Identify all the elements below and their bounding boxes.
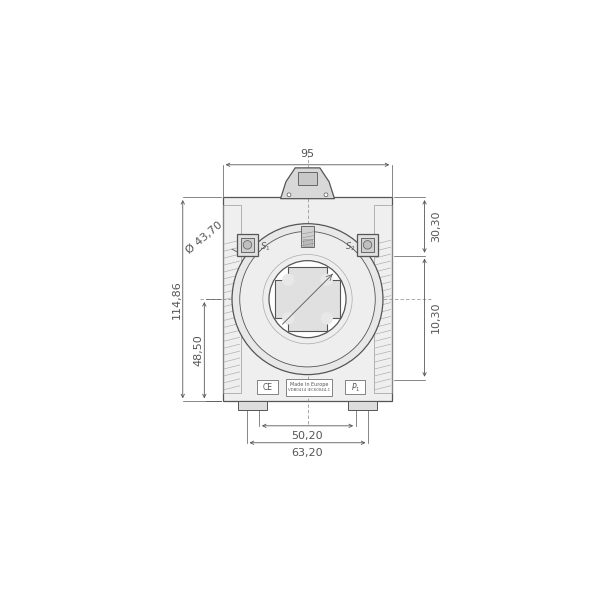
Bar: [345, 380, 365, 394]
Bar: [298, 172, 317, 185]
Bar: [241, 238, 254, 252]
Bar: [347, 401, 377, 410]
Text: 10,30: 10,30: [431, 302, 440, 334]
Circle shape: [324, 193, 328, 197]
Text: 50,20: 50,20: [292, 431, 323, 441]
Text: Made In Europe: Made In Europe: [290, 382, 328, 387]
Text: 30,30: 30,30: [431, 211, 440, 242]
Polygon shape: [281, 168, 334, 199]
Text: VDB0414 IEC60044-1: VDB0414 IEC60044-1: [288, 388, 330, 392]
Bar: [301, 226, 314, 247]
Circle shape: [232, 224, 383, 374]
Bar: [374, 205, 392, 394]
Circle shape: [282, 312, 295, 325]
Bar: [357, 234, 379, 256]
Text: 114,86: 114,86: [172, 280, 182, 319]
Text: $P_1$: $P_1$: [350, 381, 360, 394]
Text: 95: 95: [301, 149, 314, 160]
Circle shape: [364, 241, 372, 249]
Bar: [361, 238, 374, 252]
Circle shape: [263, 254, 352, 344]
Bar: [257, 380, 278, 394]
Bar: [303, 239, 312, 245]
Circle shape: [282, 274, 295, 286]
Text: 63,20: 63,20: [292, 448, 323, 458]
Bar: [223, 205, 241, 394]
Bar: [236, 234, 258, 256]
Circle shape: [269, 260, 346, 338]
Text: 48,50: 48,50: [193, 334, 203, 366]
Circle shape: [320, 312, 333, 325]
Circle shape: [287, 193, 291, 197]
Text: Ø 43,70: Ø 43,70: [184, 220, 224, 256]
Circle shape: [320, 274, 333, 286]
Bar: [223, 197, 392, 401]
Circle shape: [243, 241, 251, 249]
Circle shape: [240, 232, 375, 367]
Text: CE: CE: [262, 383, 272, 392]
Bar: [286, 379, 332, 396]
Bar: [238, 401, 268, 410]
Text: $S_2$: $S_2$: [345, 240, 355, 253]
Text: $S_1$: $S_1$: [260, 240, 270, 253]
Polygon shape: [275, 267, 340, 331]
